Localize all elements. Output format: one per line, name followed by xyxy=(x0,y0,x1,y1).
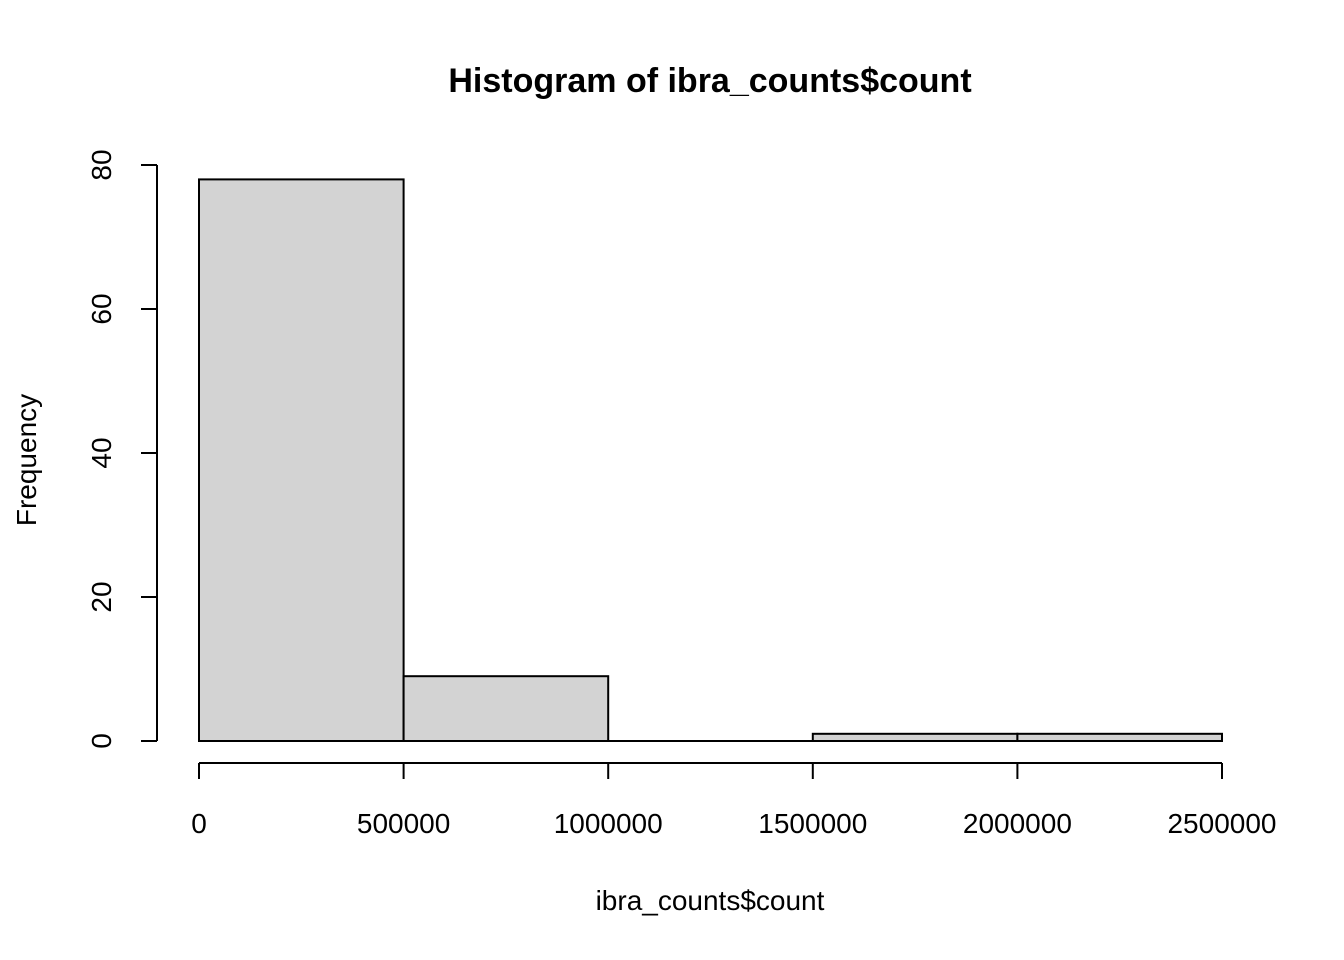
histogram-bar-1 xyxy=(402,675,610,743)
histogram-bar-0 xyxy=(198,178,405,742)
y-tick-label-2: 40 xyxy=(86,437,117,468)
y-axis: 0 20 40 60 80 xyxy=(86,149,158,749)
histogram-bar-3 xyxy=(811,732,1019,742)
x-tick-label-0: 0 xyxy=(191,808,207,839)
x-tick-label-5: 2500000 xyxy=(1167,808,1276,839)
y-tick-label-4: 80 xyxy=(86,149,117,180)
x-tick-label-2: 1000000 xyxy=(554,808,663,839)
x-tick-label-1: 500000 xyxy=(357,808,450,839)
histogram-bars xyxy=(198,178,1224,743)
y-tick-label-1: 20 xyxy=(86,581,117,612)
y-axis-label: Frequency xyxy=(11,394,42,526)
x-tick-label-4: 2000000 xyxy=(963,808,1072,839)
x-tick-label-3: 1500000 xyxy=(758,808,867,839)
x-axis-label: ibra_counts$count xyxy=(596,885,825,916)
chart-title: Histogram of ibra_counts$count xyxy=(448,62,971,100)
y-tick-label-0: 0 xyxy=(86,733,117,749)
y-tick-label-3: 60 xyxy=(86,293,117,324)
histogram-bar-4 xyxy=(1016,732,1224,742)
x-axis: 0 500000 1000000 1500000 2000000 2500000 xyxy=(191,762,1277,839)
